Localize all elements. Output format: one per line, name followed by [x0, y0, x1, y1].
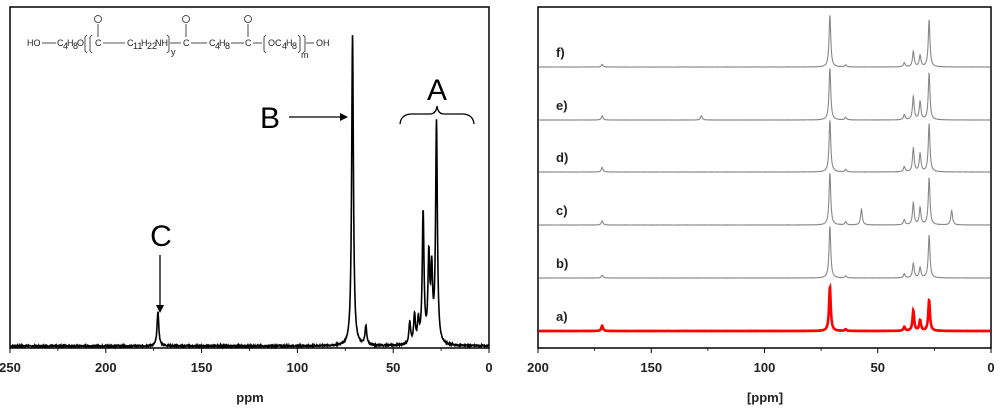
polymer-formula: HO C 4 H 8 O C C 11 H 22 NH y C C 4: [27, 15, 330, 60]
spectrum-label-d: d): [556, 150, 568, 165]
spectrum-label-f: f): [556, 45, 565, 60]
formula-bracket-3: [263, 34, 267, 54]
spectrum-line-f: [538, 15, 991, 68]
annotation-c-label: C: [150, 220, 172, 253]
formula-h-4: H: [286, 38, 293, 48]
annotation-a-label: A: [427, 74, 447, 107]
spectrum-line-a: [538, 282, 991, 333]
formula-oxygen-3: [244, 15, 252, 23]
left-spectrum-line: [10, 35, 489, 350]
left-tick-label: 100: [287, 360, 309, 375]
formula-h-2: H: [141, 38, 148, 48]
formula-oh: OH: [316, 38, 330, 48]
formula-c-4: C: [209, 38, 216, 48]
formula-c-3: C: [183, 38, 190, 48]
annotation-b-label: B: [260, 102, 280, 135]
formula-bracket-2: [166, 34, 170, 54]
spectrum-label-e: e): [556, 98, 568, 113]
left-plot-frame: [9, 6, 490, 349]
left-spectrum-panel: 250 200 150 100 50 0 ppm A B C HO C 4 H 8 O C…: [0, 6, 493, 405]
formula-bracket-4: [297, 34, 306, 54]
formula-c4h8o-o: O: [77, 38, 84, 48]
right-spectra-panel: 200 150 100 50 0 a) b) c) d) e) f) [ppm]: [527, 6, 995, 405]
spectrum-line-d: [538, 120, 991, 173]
annotation-c-arrowhead: [156, 305, 164, 313]
left-tick-label: 250: [0, 360, 21, 375]
formula-4b: 4: [215, 41, 220, 51]
spectrum-label-b: b): [556, 256, 568, 271]
right-tick-label: 50: [871, 360, 885, 375]
right-tick-label: 200: [527, 360, 549, 375]
right-tick-label: 150: [640, 360, 662, 375]
spectrum-line-b: [538, 226, 991, 279]
formula-m: m: [301, 50, 309, 60]
formula-4c: 4: [282, 41, 287, 51]
formula-nh: NH: [155, 38, 168, 48]
formula-y: y: [171, 47, 176, 57]
annotation-b-arrowhead: [340, 113, 348, 121]
formula-c-1: C: [95, 38, 102, 48]
spectrum-label-c: c): [556, 203, 568, 218]
left-tick-label: 200: [95, 360, 117, 375]
left-tick-label: 0: [485, 360, 492, 375]
spectrum-line-c: [538, 173, 991, 226]
left-x-axis-label: ppm: [236, 390, 263, 405]
left-tick-label: 150: [191, 360, 213, 375]
spectrum-label-a: a): [556, 309, 568, 324]
formula-oc: OC: [268, 38, 282, 48]
left-tick-label: 50: [386, 360, 400, 375]
right-tick-label: 0: [987, 360, 994, 375]
spectrum-line-e: [538, 68, 991, 121]
formula-c-2: C: [127, 38, 134, 48]
right-tick-label: 100: [754, 360, 776, 375]
formula-oxygen-2: [182, 15, 190, 23]
formula-oxygen-1: [94, 15, 102, 23]
formula-8b: 8: [225, 41, 230, 51]
formula-bracket-1: [84, 34, 93, 54]
formula-22: 22: [147, 41, 157, 51]
formula-c4h8o-h: H: [67, 38, 74, 48]
formula-11: 11: [133, 41, 142, 51]
formula-c4h8o-4: 4: [63, 41, 68, 51]
left-x-ticks: 250 200 150 100 50 0: [0, 348, 493, 375]
right-x-axis-label: [ppm]: [747, 390, 783, 405]
formula-c-5: C: [245, 38, 252, 48]
right-x-ticks: 200 150 100 50 0: [527, 348, 995, 375]
formula-8c: 8: [292, 41, 297, 51]
formula-c4h8o-c: C: [57, 38, 64, 48]
formula-ho: HO: [27, 38, 41, 48]
annotation-a-brace: [399, 105, 475, 125]
right-spectrum-lines: a) b) c) d) e) f): [538, 15, 991, 333]
right-plot-frame: [537, 6, 992, 349]
formula-c4h8o-8: 8: [73, 41, 78, 51]
formula-h-3: H: [219, 38, 226, 48]
